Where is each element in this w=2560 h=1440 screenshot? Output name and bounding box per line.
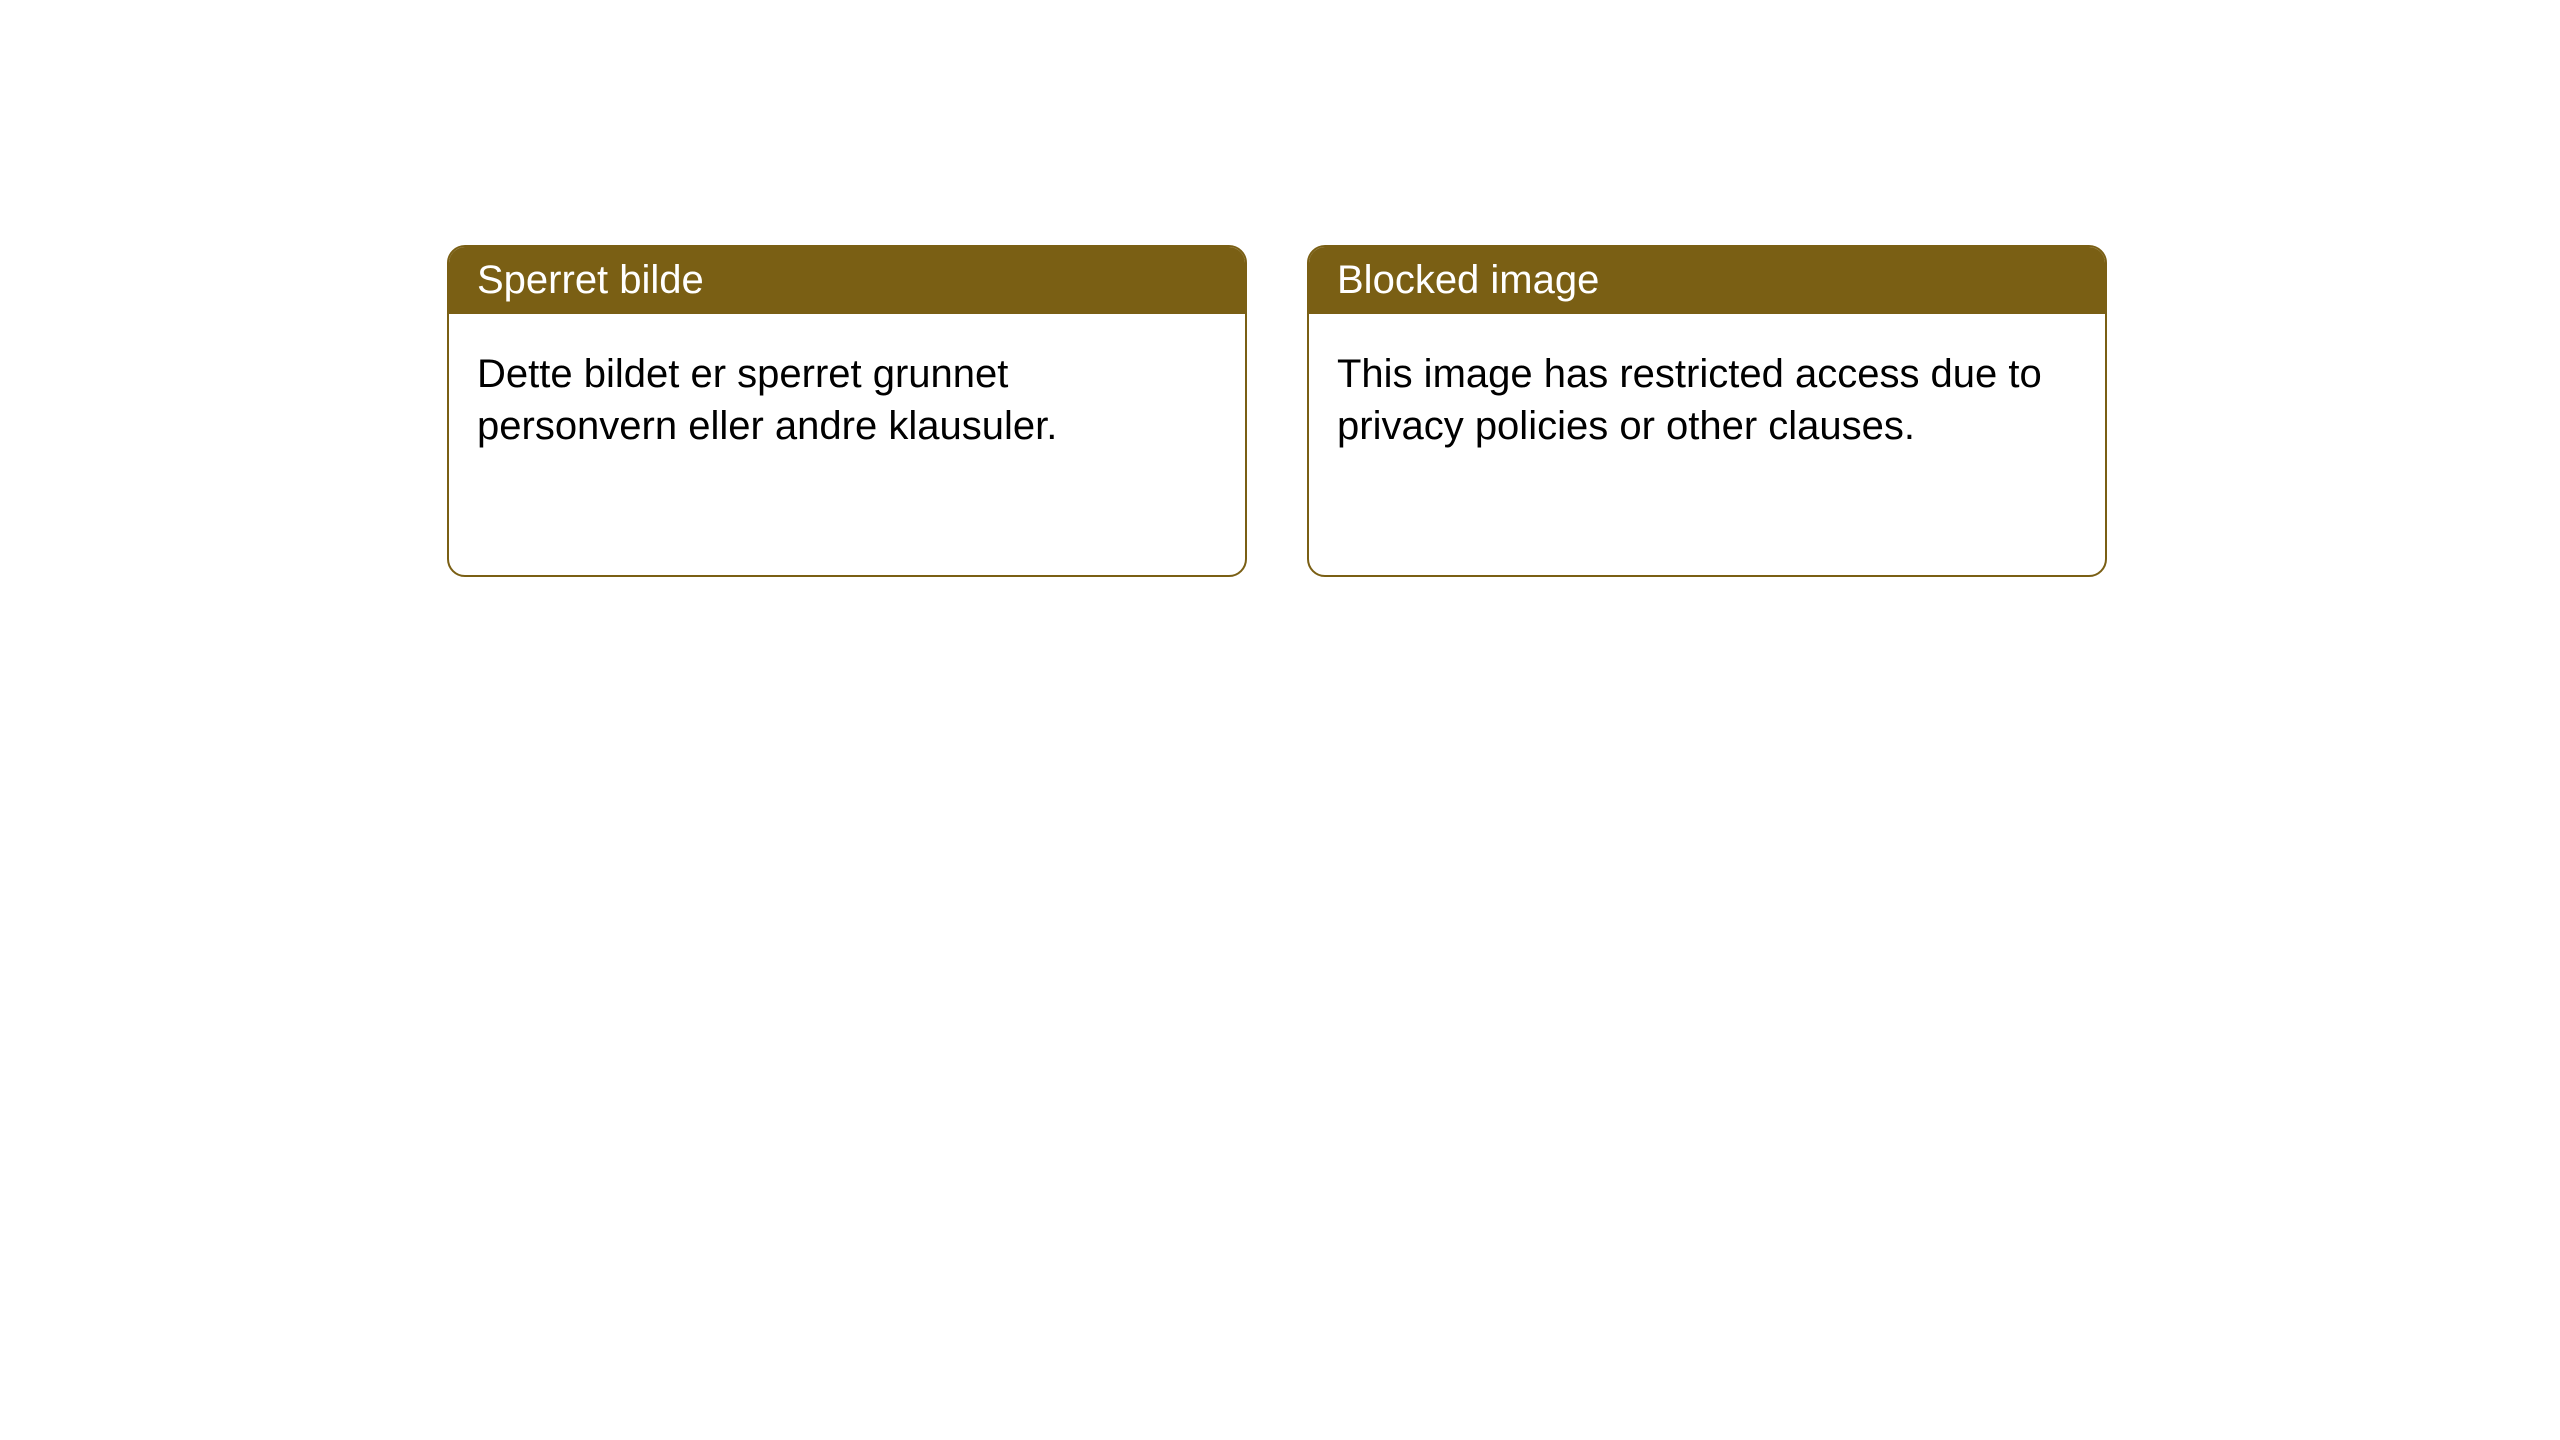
card-body-no: Dette bildet er sperret grunnet personve… (449, 314, 1245, 486)
card-text-no: Dette bildet er sperret grunnet personve… (477, 352, 1057, 448)
card-text-en: This image has restricted access due to … (1337, 352, 2042, 448)
card-title-no: Sperret bilde (477, 258, 704, 302)
blocked-image-card-en: Blocked image This image has restricted … (1307, 245, 2107, 577)
card-body-en: This image has restricted access due to … (1309, 314, 2105, 486)
cards-container: Sperret bilde Dette bildet er sperret gr… (0, 0, 2560, 577)
card-header-en: Blocked image (1309, 247, 2105, 314)
card-title-en: Blocked image (1337, 258, 1599, 302)
card-header-no: Sperret bilde (449, 247, 1245, 314)
blocked-image-card-no: Sperret bilde Dette bildet er sperret gr… (447, 245, 1247, 577)
